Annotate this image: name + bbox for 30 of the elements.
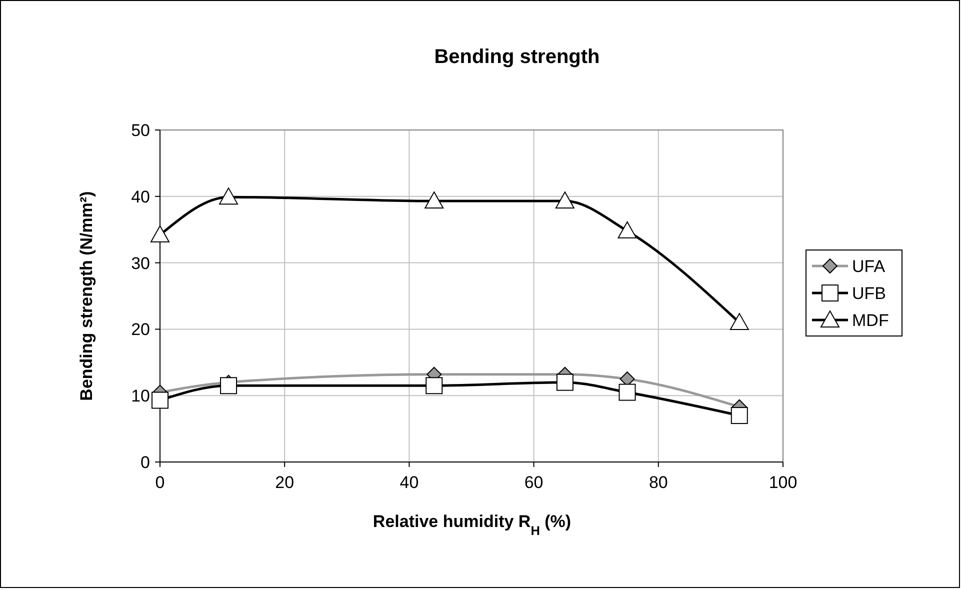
point <box>219 188 238 205</box>
point <box>556 374 574 391</box>
y-tick-label: 20 <box>131 320 150 340</box>
point <box>730 407 748 424</box>
y-tick-label: 30 <box>131 254 150 273</box>
chart-title: Bending strength <box>434 46 600 68</box>
point <box>152 392 168 409</box>
legend-label: MDF <box>852 310 889 330</box>
legend-label: UFA <box>852 256 886 276</box>
point <box>150 225 170 242</box>
y-axis-title: Bending strength (N/mm²) <box>77 191 96 401</box>
point <box>424 192 444 209</box>
point <box>220 377 238 394</box>
point <box>730 313 749 330</box>
point <box>618 221 637 238</box>
x-tick-label: 40 <box>400 473 419 492</box>
x-tick-label: 60 <box>524 473 544 492</box>
point <box>618 384 636 401</box>
point <box>555 192 574 209</box>
legend-label: UFB <box>852 284 886 303</box>
y-tick-label: 0 <box>140 452 150 472</box>
x-tick-label: 80 <box>648 473 668 492</box>
y-tick-label: 10 <box>131 386 150 406</box>
x-tick-label: 100 <box>768 473 798 492</box>
x-tick-label: 20 <box>275 473 294 492</box>
y-tick-label: 50 <box>131 120 150 140</box>
x-axis-title: Relative humidity R$_{H}$ (%) <box>372 512 572 538</box>
y-tick-label: 40 <box>131 187 150 206</box>
point <box>426 377 443 394</box>
x-tick-label: 0 <box>155 473 165 492</box>
